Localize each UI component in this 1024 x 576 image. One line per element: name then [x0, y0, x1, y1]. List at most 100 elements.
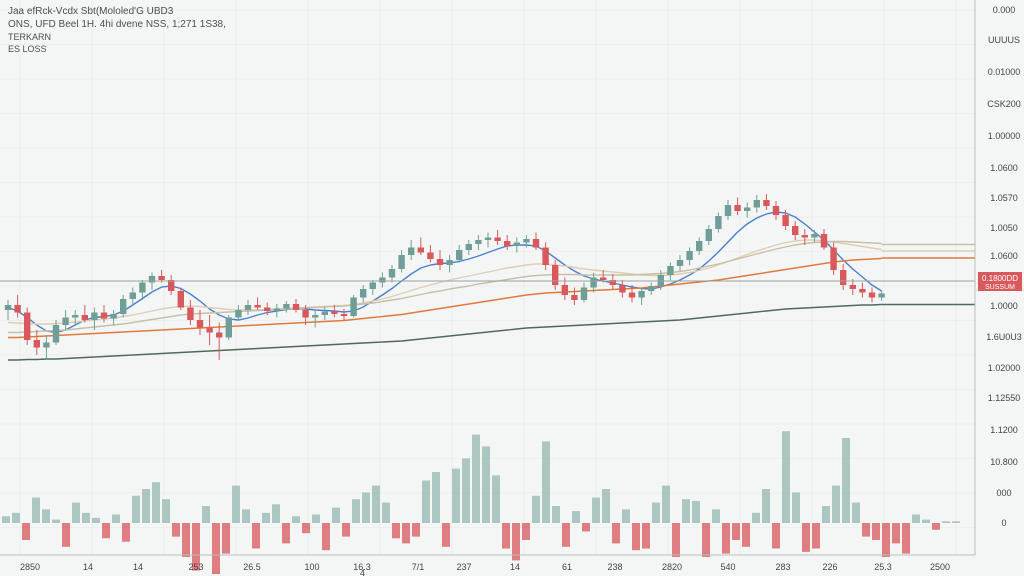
candle-body	[158, 276, 165, 280]
candle-body	[763, 200, 770, 206]
candle-body	[235, 310, 242, 318]
histogram-bar	[202, 506, 210, 523]
candle	[696, 237, 703, 255]
candle	[456, 245, 463, 263]
histogram-bar	[942, 521, 950, 523]
candle-body	[590, 277, 597, 288]
histogram-bar	[812, 523, 820, 549]
histogram-bar	[112, 514, 120, 523]
y-tick-label: 1.0600	[990, 163, 1018, 173]
candle-body	[340, 314, 348, 316]
candle	[763, 194, 770, 210]
candle	[33, 330, 40, 355]
histogram-bar	[742, 523, 750, 547]
candle	[715, 212, 722, 233]
candle	[868, 287, 876, 303]
candle	[878, 290, 885, 301]
candle	[292, 299, 300, 313]
histogram-bar	[552, 506, 560, 523]
y-tick-label: UUUUS	[988, 35, 1020, 45]
moving-average-line	[7, 211, 882, 334]
candle-body	[542, 247, 549, 265]
candle	[177, 287, 184, 310]
histogram-bar	[782, 431, 790, 523]
x-tick-label: 7/1	[412, 562, 425, 572]
candle	[388, 265, 396, 283]
histogram-bar	[22, 523, 30, 540]
candle	[110, 310, 117, 325]
candle	[398, 250, 405, 273]
candle	[81, 305, 88, 323]
candle-body	[849, 285, 856, 289]
histogram-bar	[432, 472, 440, 523]
candle-body	[312, 315, 319, 318]
candle-body	[801, 235, 808, 238]
candle-body	[734, 205, 741, 211]
histogram-bar	[82, 512, 90, 523]
candle-body	[254, 305, 261, 308]
candle	[753, 195, 760, 213]
histogram-bar	[342, 523, 350, 537]
x-axis-extra-label: 4	[360, 568, 365, 576]
histogram-bar	[2, 516, 10, 523]
candle-body	[840, 270, 847, 285]
chart-header-line4: ES LOSS	[8, 44, 47, 54]
histogram-bar	[762, 489, 770, 523]
candle-body	[398, 255, 405, 269]
candle	[504, 235, 511, 250]
x-tick-label: 14	[83, 562, 93, 572]
histogram-bar	[622, 509, 630, 523]
candle-body	[667, 266, 674, 275]
candle-body	[321, 311, 328, 315]
x-tick-label: 26.5	[243, 562, 261, 572]
histogram-bar	[732, 523, 740, 540]
candle	[43, 335, 50, 360]
histogram-bar	[152, 482, 160, 523]
histogram-bar	[912, 514, 920, 523]
candle	[427, 245, 434, 263]
histogram-bar	[632, 523, 640, 551]
histogram-bar	[572, 511, 580, 523]
candle-body	[369, 282, 376, 289]
candle	[792, 221, 799, 240]
candle	[628, 285, 636, 303]
histogram-bar	[502, 523, 510, 549]
candle-body	[110, 314, 117, 319]
histogram-bar	[92, 517, 100, 523]
histogram-bar	[362, 492, 370, 523]
histogram-bar	[852, 502, 860, 523]
histogram-bar	[12, 512, 20, 523]
candle-body	[24, 312, 31, 340]
candle	[91, 307, 98, 330]
x-tick-label: 2500	[930, 562, 950, 572]
candle-body	[283, 304, 290, 309]
candle	[609, 274, 616, 290]
candle-body	[600, 277, 607, 280]
histogram-bar	[882, 523, 890, 557]
x-tick-label: 14	[133, 562, 143, 572]
x-tick-label: 253	[188, 562, 203, 572]
histogram-bar	[542, 441, 550, 523]
candle	[187, 300, 194, 325]
candle	[350, 295, 357, 318]
candle-body	[273, 308, 280, 311]
histogram-bar	[232, 485, 240, 523]
candle	[216, 322, 223, 360]
candle	[772, 201, 780, 220]
histogram-bar	[322, 523, 330, 551]
histogram-bar	[522, 523, 530, 540]
candle	[369, 280, 376, 295]
candle	[446, 255, 453, 273]
candle	[264, 302, 271, 315]
histogram-bar	[592, 497, 600, 523]
histogram-bar	[702, 523, 710, 557]
candle	[465, 240, 472, 255]
histogram-bar	[332, 507, 340, 523]
y-tick-label: 1.12550	[988, 393, 1021, 403]
candle	[312, 310, 319, 328]
price-badge: 0.1800DD SUSSUM	[978, 272, 1022, 291]
candle	[830, 242, 837, 275]
histogram-bar	[492, 475, 500, 523]
histogram-bar	[872, 523, 880, 540]
